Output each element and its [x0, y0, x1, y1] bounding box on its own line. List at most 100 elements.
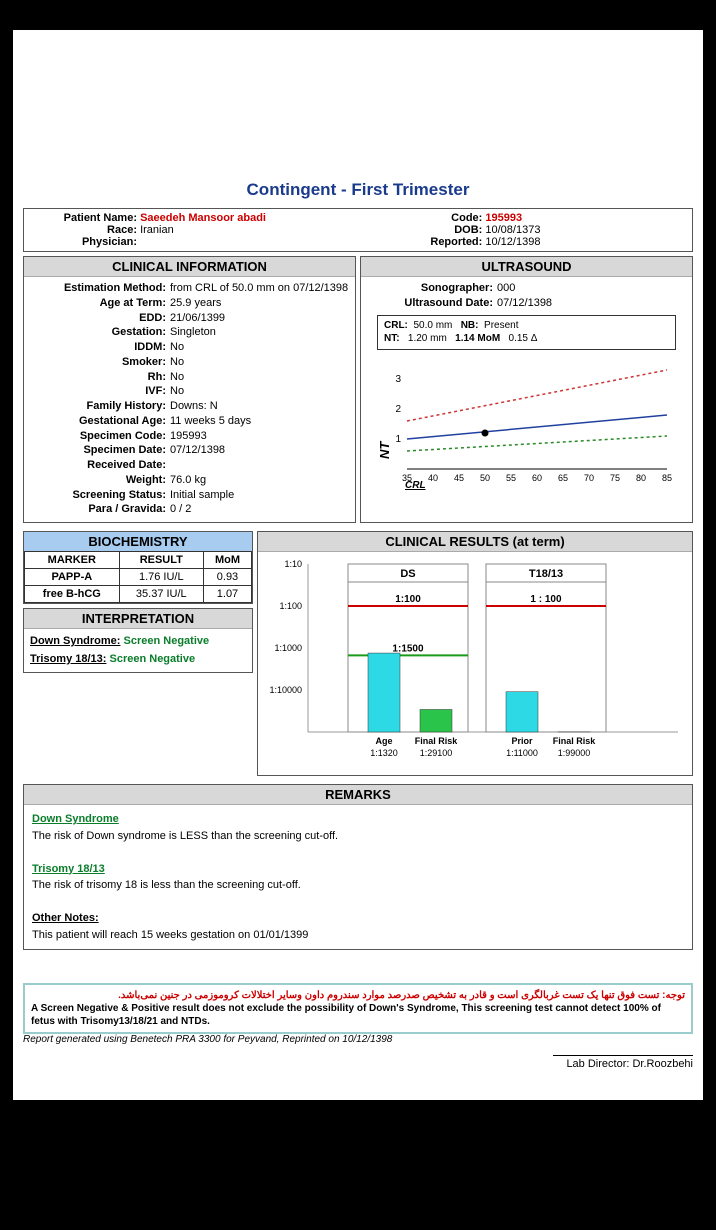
code: 195993	[485, 212, 522, 224]
svg-text:2: 2	[395, 404, 401, 415]
clinical-row-label: Estimation Method:	[30, 282, 170, 296]
mom: 1.14 MoM	[455, 333, 500, 344]
dob: 10/08/1373	[485, 224, 540, 236]
svg-text:DS: DS	[400, 568, 415, 580]
biochem-cell: 1.76 IU/L	[119, 569, 203, 586]
remarks-other-head: Other Notes:	[32, 910, 684, 927]
reported: 10/12/1398	[485, 236, 540, 248]
interp-t18-label: Trisomy 18/13:	[30, 653, 106, 665]
remarks-t18-head: Trisomy 18/13	[32, 861, 684, 878]
interp-t18-result: Screen Negative	[110, 653, 196, 665]
clinical-row-value: No	[170, 371, 349, 385]
svg-text:1:10: 1:10	[284, 559, 302, 569]
results-title: CLINICAL RESULTS (at term)	[258, 532, 692, 552]
nb: Present	[484, 320, 518, 331]
biochem-cell: 1.07	[203, 586, 251, 603]
nt-chart: 1233540455055606570758085CRLNT	[377, 354, 677, 494]
svg-text:60: 60	[531, 473, 541, 483]
clinical-row-label: EDD:	[30, 312, 170, 326]
clinical-row-value: 25.9 years	[170, 297, 349, 311]
biochem-cell: 35.37 IU/L	[119, 586, 203, 603]
clinical-row-value: Downs: N	[170, 400, 349, 414]
svg-text:55: 55	[505, 473, 515, 483]
svg-text:1:10000: 1:10000	[269, 685, 302, 695]
us-date-label: Ultrasound Date:	[367, 297, 497, 311]
clinical-row-value: from CRL of 50.0 mm on 07/12/1398	[170, 282, 349, 296]
clinical-info-box: CLINICAL INFORMATION Estimation Method:f…	[23, 256, 356, 523]
svg-text:Final Risk: Final Risk	[415, 736, 459, 746]
crl-label: CRL:	[384, 320, 408, 331]
interp-box: INTERPRETATION Down Syndrome: Screen Neg…	[23, 608, 253, 673]
svg-text:3: 3	[395, 374, 401, 385]
us-measurements: CRL: 50.0 mm NB: Present NT: 1.20 mm 1.1…	[377, 315, 676, 350]
clinical-row-value: 07/12/1398	[170, 444, 349, 458]
svg-text:45: 45	[453, 473, 463, 483]
sono: 000	[497, 282, 686, 296]
clinical-row-label: Gestation:	[30, 326, 170, 340]
clinical-row-label: Smoker:	[30, 356, 170, 370]
svg-text:40: 40	[427, 473, 437, 483]
svg-text:1:99000: 1:99000	[558, 748, 591, 758]
race: Iranian	[140, 224, 174, 236]
remarks-title: REMARKS	[24, 785, 692, 805]
svg-text:1:11000: 1:11000	[506, 748, 538, 758]
biochem-cell: 0.93	[203, 569, 251, 586]
remarks-box: REMARKS Down Syndrome The risk of Down s…	[23, 784, 693, 950]
biochem-cell: PAPP-A	[25, 569, 120, 586]
remarks-ds-head: Down Syndrome	[32, 811, 684, 828]
clinical-row-label: Para / Gravida:	[30, 503, 170, 517]
biochem-box: BIOCHEMISTRY MARKERRESULTMoMPAPP-A1.76 I…	[23, 531, 253, 604]
nt: 1.20 mm	[408, 333, 447, 344]
physician-label: Physician:	[32, 236, 137, 248]
svg-text:Final Risk: Final Risk	[553, 736, 597, 746]
name-label: Patient Name:	[32, 212, 137, 224]
clinical-row-label: Received Date:	[30, 459, 170, 473]
biochem-table: MARKERRESULTMoMPAPP-A1.76 IU/L0.93free B…	[24, 551, 252, 603]
svg-text:1:29100: 1:29100	[420, 748, 453, 758]
patient-name: Saeedeh Mansoor abadi	[140, 212, 266, 224]
clinical-row-value: Singleton	[170, 326, 349, 340]
interp-title: INTERPRETATION	[24, 609, 252, 629]
clinical-row-value: Initial sample	[170, 489, 349, 503]
svg-text:80: 80	[635, 473, 645, 483]
biochem-header: MoM	[203, 552, 251, 569]
biochem-header: MARKER	[25, 552, 120, 569]
footer-note-box: توجه: تست فوق تنها یک تست غربالگری است و…	[23, 983, 693, 1034]
svg-text:CRL: CRL	[405, 480, 426, 491]
clinical-row-value: 21/06/1399	[170, 312, 349, 326]
footer-note-fa: توجه: تست فوق تنها یک تست غربالگری است و…	[31, 989, 685, 1002]
clinical-row-value: 0 / 2	[170, 503, 349, 517]
nt-label: NT:	[384, 333, 400, 344]
clinical-row-value: 76.0 kg	[170, 474, 349, 488]
clinical-row-value	[170, 459, 349, 473]
ultrasound-box: ULTRASOUND Sonographer:000 Ultrasound Da…	[360, 256, 693, 523]
svg-text:75: 75	[609, 473, 619, 483]
biochem-title: BIOCHEMISTRY	[24, 532, 252, 551]
svg-text:1:1320: 1:1320	[370, 748, 398, 758]
results-box: CLINICAL RESULTS (at term) 1:101:1001:10…	[257, 531, 693, 776]
svg-text:Prior: Prior	[511, 736, 533, 746]
footer-note-en: A Screen Negative & Positive result does…	[31, 1002, 685, 1028]
svg-text:1:1000: 1:1000	[274, 643, 302, 653]
clinical-row-label: Gestational Age:	[30, 415, 170, 429]
clinical-row-label: IVF:	[30, 385, 170, 399]
sono-label: Sonographer:	[367, 282, 497, 296]
lab-director: Lab Director: Dr.Roozbehi	[553, 1055, 693, 1070]
svg-text:1 : 100: 1 : 100	[530, 594, 562, 605]
dob-label: DOB:	[412, 224, 482, 236]
clinical-row-label: Age at Term:	[30, 297, 170, 311]
remarks-other-text: This patient will reach 15 weeks gestati…	[32, 927, 684, 944]
patient-header: Patient Name: Saeedeh Mansoor abadi Race…	[23, 208, 693, 252]
clinical-title: CLINICAL INFORMATION	[24, 257, 355, 277]
clinical-row-label: Specimen Code:	[30, 430, 170, 444]
svg-text:NT: NT	[377, 440, 392, 458]
clinical-row-label: Screening Status:	[30, 489, 170, 503]
clinical-row-label: Weight:	[30, 474, 170, 488]
clinical-row-label: Family History:	[30, 400, 170, 414]
clinical-row-value: No	[170, 341, 349, 355]
svg-text:1:1500: 1:1500	[392, 643, 424, 654]
interp-ds-result: Screen Negative	[124, 635, 210, 647]
svg-text:70: 70	[583, 473, 593, 483]
clinical-row-label: IDDM:	[30, 341, 170, 355]
crl: 50.0 mm	[413, 320, 452, 331]
